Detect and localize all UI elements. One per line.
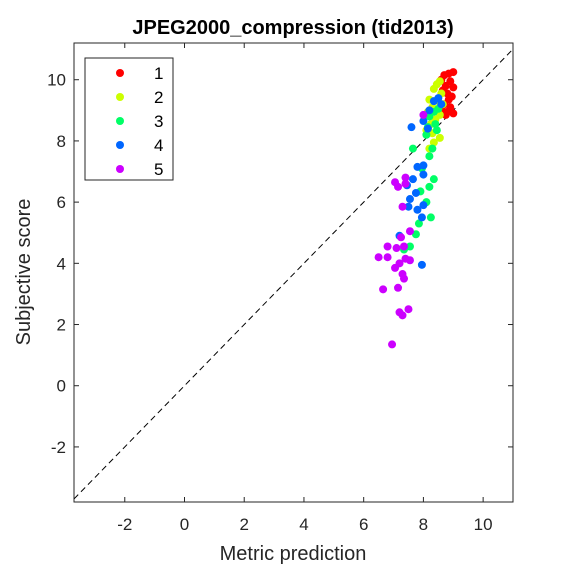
data-point xyxy=(408,144,417,153)
data-point xyxy=(401,179,410,188)
data-point xyxy=(405,256,414,265)
data-point xyxy=(405,242,414,251)
y-axis-ticks: -2 0 2 4 6 8 10 xyxy=(47,71,513,457)
data-point xyxy=(425,152,434,161)
data-point xyxy=(435,133,444,142)
legend-marker-5 xyxy=(116,165,124,173)
y-tick-label: 8 xyxy=(57,132,66,151)
data-point xyxy=(414,219,423,228)
data-point xyxy=(449,83,458,92)
data-points-layer xyxy=(374,68,458,349)
data-point xyxy=(417,260,426,269)
data-point xyxy=(425,112,434,121)
x-tick-label: 4 xyxy=(299,515,308,534)
data-point xyxy=(394,283,403,292)
data-point xyxy=(429,175,438,184)
data-point xyxy=(413,162,422,171)
reference-line xyxy=(73,48,514,500)
x-axis-ticks: -2 0 2 4 6 8 10 xyxy=(117,43,493,534)
data-point xyxy=(419,117,428,126)
y-tick-label: 10 xyxy=(47,71,66,90)
data-point xyxy=(404,305,413,314)
series-4 xyxy=(395,94,446,269)
y-tick-label: 6 xyxy=(57,193,66,212)
data-point xyxy=(374,253,383,262)
data-point xyxy=(428,144,437,153)
series-1 xyxy=(437,68,458,119)
x-tick-label: 8 xyxy=(419,515,428,534)
data-point xyxy=(419,161,428,170)
data-point xyxy=(401,173,410,182)
data-point xyxy=(426,213,435,222)
legend-box xyxy=(84,57,174,181)
data-point xyxy=(411,230,420,239)
data-point xyxy=(398,202,407,211)
data-point xyxy=(437,100,446,109)
data-point xyxy=(391,263,400,272)
x-axis-label: Metric prediction xyxy=(220,543,367,565)
data-point xyxy=(429,138,438,147)
data-point xyxy=(411,188,420,197)
data-point xyxy=(394,182,403,191)
data-point xyxy=(397,233,406,242)
x-tick-label: -2 xyxy=(117,515,132,534)
data-point xyxy=(449,109,458,118)
data-point xyxy=(432,126,441,135)
x-tick-label: 10 xyxy=(474,515,493,534)
legend-marker-2 xyxy=(116,93,124,101)
y-tick-label: -2 xyxy=(51,438,66,457)
data-point xyxy=(408,175,417,184)
data-point xyxy=(422,130,431,139)
x-tick-label: 0 xyxy=(180,515,189,534)
data-point xyxy=(417,213,426,222)
legend-label: 5 xyxy=(154,160,163,179)
chart-legend: 1 2 3 4 5 xyxy=(84,57,174,181)
data-point xyxy=(388,340,397,349)
data-point xyxy=(419,110,428,119)
data-point xyxy=(405,227,414,236)
x-tick-label: 6 xyxy=(359,515,368,534)
data-point xyxy=(399,274,408,283)
data-point xyxy=(398,311,407,320)
data-point xyxy=(405,195,414,204)
data-point xyxy=(399,242,408,251)
data-point xyxy=(419,170,428,179)
data-point xyxy=(425,182,434,191)
data-point xyxy=(431,120,440,129)
chart-title: JPEG2000_compression (tid2013) xyxy=(132,17,453,39)
series-5 xyxy=(374,110,428,349)
y-tick-label: 4 xyxy=(57,254,66,273)
y-tick-label: 0 xyxy=(57,377,66,396)
reference-line-layer xyxy=(73,48,514,500)
data-point xyxy=(425,106,434,115)
data-point xyxy=(379,285,388,294)
data-point xyxy=(413,205,422,214)
data-point xyxy=(429,84,438,93)
legend-label: 4 xyxy=(154,136,163,155)
legend-marker-3 xyxy=(116,117,124,125)
data-point xyxy=(423,124,432,133)
data-point xyxy=(419,201,428,210)
data-point xyxy=(404,202,413,211)
legend-marker-1 xyxy=(116,69,124,77)
data-point xyxy=(429,97,438,106)
data-point xyxy=(383,253,392,262)
data-point xyxy=(392,244,401,253)
legend-label: 3 xyxy=(154,112,163,131)
y-tick-label: 2 xyxy=(57,316,66,335)
data-point xyxy=(441,110,450,119)
legend-label: 2 xyxy=(154,88,163,107)
data-point xyxy=(383,242,392,251)
y-axis-label: Subjective score xyxy=(13,199,35,346)
data-point xyxy=(407,123,416,132)
legend-label: 1 xyxy=(154,64,163,83)
legend-marker-4 xyxy=(116,141,124,149)
x-tick-label: 2 xyxy=(239,515,248,534)
